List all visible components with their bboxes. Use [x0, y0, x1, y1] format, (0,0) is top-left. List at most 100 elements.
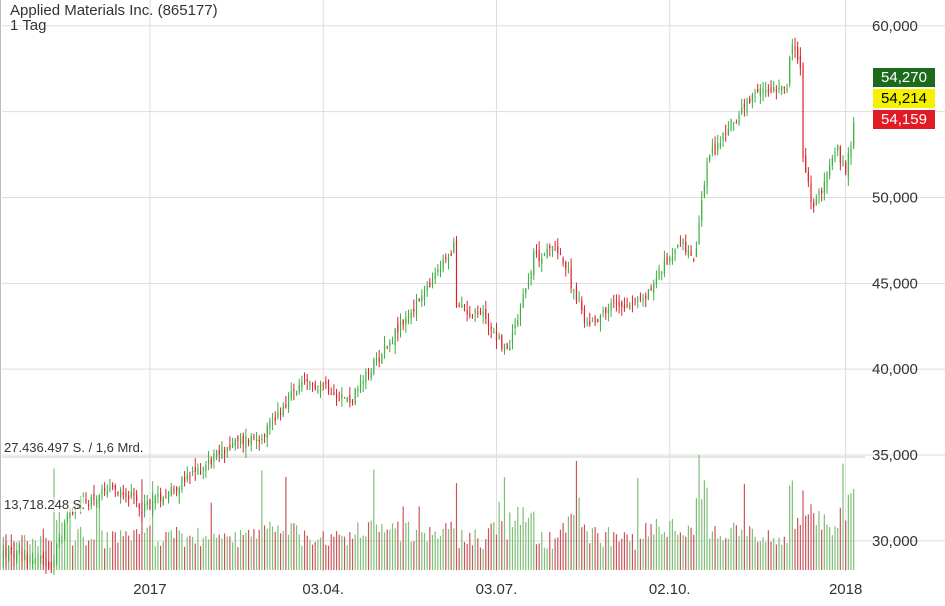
volume-bar [477, 538, 479, 570]
candle-body [122, 492, 124, 495]
candle-body [791, 44, 793, 54]
candle-body [799, 55, 801, 68]
volume-bar [423, 532, 426, 570]
candle-body [45, 557, 47, 566]
candle-body [765, 90, 767, 93]
candle-body [2, 551, 4, 559]
candle-body [741, 107, 743, 114]
volume-bar [615, 534, 618, 570]
volume-bar [773, 538, 775, 570]
candle-body [183, 477, 186, 482]
volume-bar [778, 537, 780, 570]
candle-body [202, 468, 204, 470]
volume-bar [413, 541, 415, 570]
candle-body [602, 309, 604, 313]
volume-bar [546, 548, 548, 570]
candle-body [629, 304, 631, 309]
volume-bar [482, 549, 484, 570]
candle-body [138, 504, 140, 509]
volume-bar [194, 543, 196, 570]
candle-body [506, 343, 508, 350]
candle-body [541, 258, 543, 264]
volume-bar [815, 525, 817, 570]
volume-bar [722, 540, 724, 570]
candle-body [370, 372, 372, 379]
volume-bar [791, 480, 793, 570]
volume-bar [210, 502, 212, 570]
volume-bar [48, 540, 50, 570]
candle-body [144, 503, 146, 512]
volume-bar [797, 517, 799, 570]
candle-body [671, 256, 674, 262]
candle-body [386, 347, 388, 349]
candle-body [293, 388, 295, 392]
volume-bar [114, 532, 116, 570]
candle-body [106, 490, 108, 495]
candle-body [343, 397, 346, 399]
volume-bar [178, 530, 180, 570]
volume-bar [495, 534, 498, 570]
volume-bar [314, 541, 316, 570]
volume-bar [181, 533, 183, 570]
volume-bar [351, 538, 354, 570]
candle-body [487, 319, 490, 327]
candle-body [621, 302, 623, 307]
volume-bar [786, 543, 788, 570]
volume-bar [138, 534, 140, 570]
candle-body [277, 410, 279, 418]
volume-bar [562, 522, 564, 570]
volume-bar [813, 513, 815, 570]
volume-mid-label: 13,718.248 S. [4, 497, 85, 512]
candle-body [826, 171, 828, 186]
candle-body [362, 381, 364, 384]
volume-bar [839, 507, 841, 570]
volume-bar [834, 526, 836, 570]
candle-body [839, 146, 841, 163]
volume-bar [218, 534, 220, 570]
volume-bar [765, 541, 767, 570]
volume-bar [319, 537, 322, 570]
candle-body [695, 247, 697, 257]
candle-body [525, 288, 527, 294]
volume-bar [72, 545, 74, 570]
volume-bar [575, 460, 578, 570]
candle-body [637, 299, 639, 301]
candle-body [247, 440, 250, 444]
volume-bar [381, 523, 383, 570]
volume-bar [375, 524, 378, 570]
candle-body [589, 321, 591, 326]
volume-bar [186, 536, 188, 570]
candle-body [762, 88, 764, 93]
volume-bar [415, 529, 418, 570]
candle-body [351, 400, 354, 403]
candle-body [341, 394, 343, 399]
volume-bar [754, 536, 756, 570]
volume-bar [706, 487, 708, 570]
volume-bar [594, 527, 596, 570]
candle-body [543, 254, 546, 256]
volume-bar [519, 524, 522, 570]
volume-bar [599, 542, 602, 570]
volume-bar [538, 543, 540, 570]
volume-bar [333, 536, 335, 570]
y-tick-label: 35,000 [872, 447, 918, 464]
volume-bar [34, 540, 36, 570]
volume-bar [207, 539, 210, 570]
volume-bar [330, 534, 332, 570]
candle-body [567, 269, 570, 271]
volume-bar [741, 529, 743, 570]
volume-bars [2, 455, 855, 570]
volume-bar [61, 522, 63, 570]
volume-bar [826, 524, 828, 570]
candle-body [666, 256, 668, 265]
candle-body [471, 316, 474, 318]
candle-body [239, 438, 242, 445]
volume-bar [631, 534, 634, 570]
volume-bar [565, 532, 567, 570]
volume-bar [160, 545, 162, 570]
candle-body [463, 308, 466, 311]
candle-body [786, 88, 788, 91]
candle-body [551, 246, 554, 251]
volume-bar [637, 477, 639, 570]
candle-body [490, 326, 492, 330]
